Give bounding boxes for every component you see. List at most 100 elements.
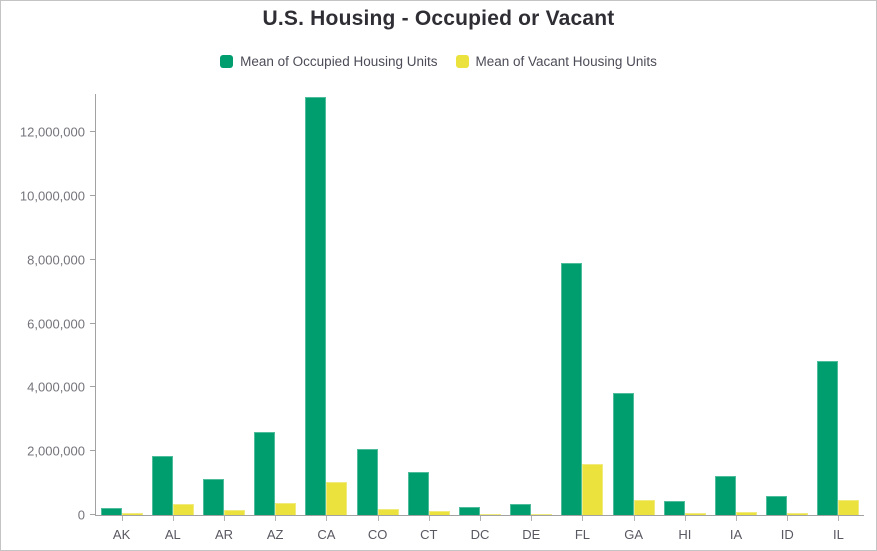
bar-group-az: AZ	[250, 94, 301, 542]
x-axis-label-ca: CA	[317, 527, 336, 542]
bar-vacant-dc[interactable]	[480, 514, 502, 515]
x-axis-tick	[736, 516, 738, 521]
x-axis-label-hi: HI	[678, 527, 692, 542]
bar-group-fl: FL	[557, 94, 608, 542]
bar-vacant-al[interactable]	[172, 503, 194, 515]
bar-occupied-dc[interactable]	[459, 506, 481, 515]
x-axis-label-dc: DC	[470, 527, 490, 542]
bar-occupied-id[interactable]	[766, 495, 788, 515]
x-axis-label-ia: IA	[729, 527, 743, 542]
y-axis-tick	[90, 195, 95, 197]
x-axis-label-az: AZ	[266, 527, 284, 542]
x-axis-tick	[480, 516, 482, 521]
bar-vacant-id[interactable]	[787, 513, 809, 515]
bar-occupied-ak[interactable]	[100, 507, 122, 515]
y-axis-tick-label: 10,000,000	[19, 188, 85, 204]
x-axis-tick	[633, 516, 635, 521]
chart-legend: Mean of Occupied Housing Units Mean of Va…	[1, 54, 876, 69]
x-axis-line	[95, 515, 864, 516]
x-axis-tick	[787, 516, 789, 521]
x-axis-label-co: CO	[367, 527, 388, 542]
bar-occupied-az[interactable]	[254, 431, 276, 515]
bar-vacant-az[interactable]	[275, 503, 297, 515]
bar-group-dc: DC	[454, 94, 505, 542]
y-axis-tick	[90, 131, 95, 133]
x-axis-tick	[377, 516, 379, 521]
bar-occupied-il[interactable]	[817, 360, 839, 515]
y-axis-tick-label: 2,000,000	[27, 443, 85, 459]
x-axis-label-fl: FL	[574, 527, 591, 542]
bar-group-hi: HI	[659, 94, 710, 542]
bar-occupied-fl[interactable]	[561, 262, 583, 515]
x-axis-label-ak: AK	[112, 527, 131, 542]
x-axis-tick	[684, 516, 686, 521]
bar-vacant-ar[interactable]	[224, 509, 245, 515]
y-axis-tick	[90, 386, 95, 388]
bar-vacant-il[interactable]	[838, 500, 860, 515]
x-axis-tick	[428, 516, 430, 521]
y-axis-tick	[90, 322, 95, 324]
bar-group-de: DE	[506, 94, 557, 542]
bar-occupied-ca[interactable]	[305, 97, 327, 515]
y-axis-tick-label: 8,000,000	[27, 252, 85, 268]
bar-group-co: CO	[352, 94, 403, 542]
x-axis-tick	[531, 516, 533, 521]
bar-occupied-ar[interactable]	[203, 478, 224, 515]
x-axis-tick	[582, 516, 584, 521]
y-axis-tick-label: 0	[77, 507, 85, 523]
legend-item-vacant[interactable]: Mean of Vacant Housing Units	[455, 54, 657, 69]
bar-vacant-ia[interactable]	[736, 511, 758, 515]
x-axis-label-id: ID	[780, 527, 794, 542]
bar-group-ak: AK	[96, 94, 147, 542]
legend-label: Mean of Occupied Housing Units	[240, 54, 438, 69]
x-axis-label-ga: GA	[624, 527, 644, 542]
y-axis-line	[95, 94, 96, 516]
x-axis-tick	[224, 516, 225, 521]
bar-vacant-ak[interactable]	[121, 513, 143, 515]
bar-group-al: AL	[147, 94, 198, 542]
bar-vacant-ca[interactable]	[326, 481, 348, 515]
x-axis-label-al: AL	[164, 527, 181, 542]
bar-group-ar: AR	[198, 94, 249, 542]
x-axis-tick	[326, 516, 328, 521]
bar-group-il: IL	[813, 94, 864, 542]
bar-occupied-al[interactable]	[151, 455, 173, 515]
bar-occupied-ct[interactable]	[407, 471, 429, 515]
bar-vacant-hi[interactable]	[684, 513, 706, 515]
bar-vacant-ct[interactable]	[428, 511, 450, 515]
bar-group-ia: IA	[710, 94, 761, 542]
x-axis-tick	[172, 516, 174, 521]
x-axis-label-ar: AR	[214, 527, 234, 542]
y-axis-tick	[90, 450, 95, 452]
bar-occupied-ia[interactable]	[715, 475, 737, 515]
plot-area: AK AL AR AZ CA CO CT DC DE FL GA HI IA ID IL 0 2,000,00…	[20, 94, 864, 542]
legend-item-occupied[interactable]: Mean of Occupied Housing Units	[220, 54, 438, 69]
bar-occupied-ga[interactable]	[612, 393, 634, 515]
bar-vacant-de[interactable]	[531, 513, 553, 515]
legend-swatch-icon	[220, 55, 234, 68]
x-axis-label-ct: CT	[420, 527, 438, 542]
y-axis-tick-label: 6,000,000	[27, 316, 85, 332]
y-axis-tick-label: 4,000,000	[27, 379, 85, 395]
chart-title: U.S. Housing - Occupied or Vacant	[262, 7, 615, 30]
bar-occupied-hi[interactable]	[663, 501, 685, 515]
y-axis-tick-label: 12,000,000	[19, 124, 85, 140]
bar-vacant-co[interactable]	[377, 508, 399, 515]
bar-vacant-fl[interactable]	[582, 464, 604, 515]
x-axis-tick	[275, 516, 277, 521]
bars-container: AK AL AR AZ CA CO CT DC DE FL GA HI IA ID IL	[96, 94, 864, 542]
bar-occupied-co[interactable]	[356, 448, 378, 515]
y-axis-tick	[90, 258, 95, 260]
bar-vacant-ga[interactable]	[633, 500, 655, 515]
bar-occupied-de[interactable]	[510, 504, 532, 515]
y-axis-tick	[90, 514, 95, 515]
bar-group-ct: CT	[403, 94, 454, 542]
x-axis-label-il: IL	[833, 527, 844, 542]
legend-label: Mean of Vacant Housing Units	[475, 54, 657, 69]
x-axis-tick	[838, 516, 840, 521]
bar-group-ga: GA	[608, 94, 659, 542]
x-axis-tick	[121, 516, 123, 521]
bar-group-ca: CA	[301, 94, 352, 542]
bar-group-id: ID	[762, 94, 813, 542]
